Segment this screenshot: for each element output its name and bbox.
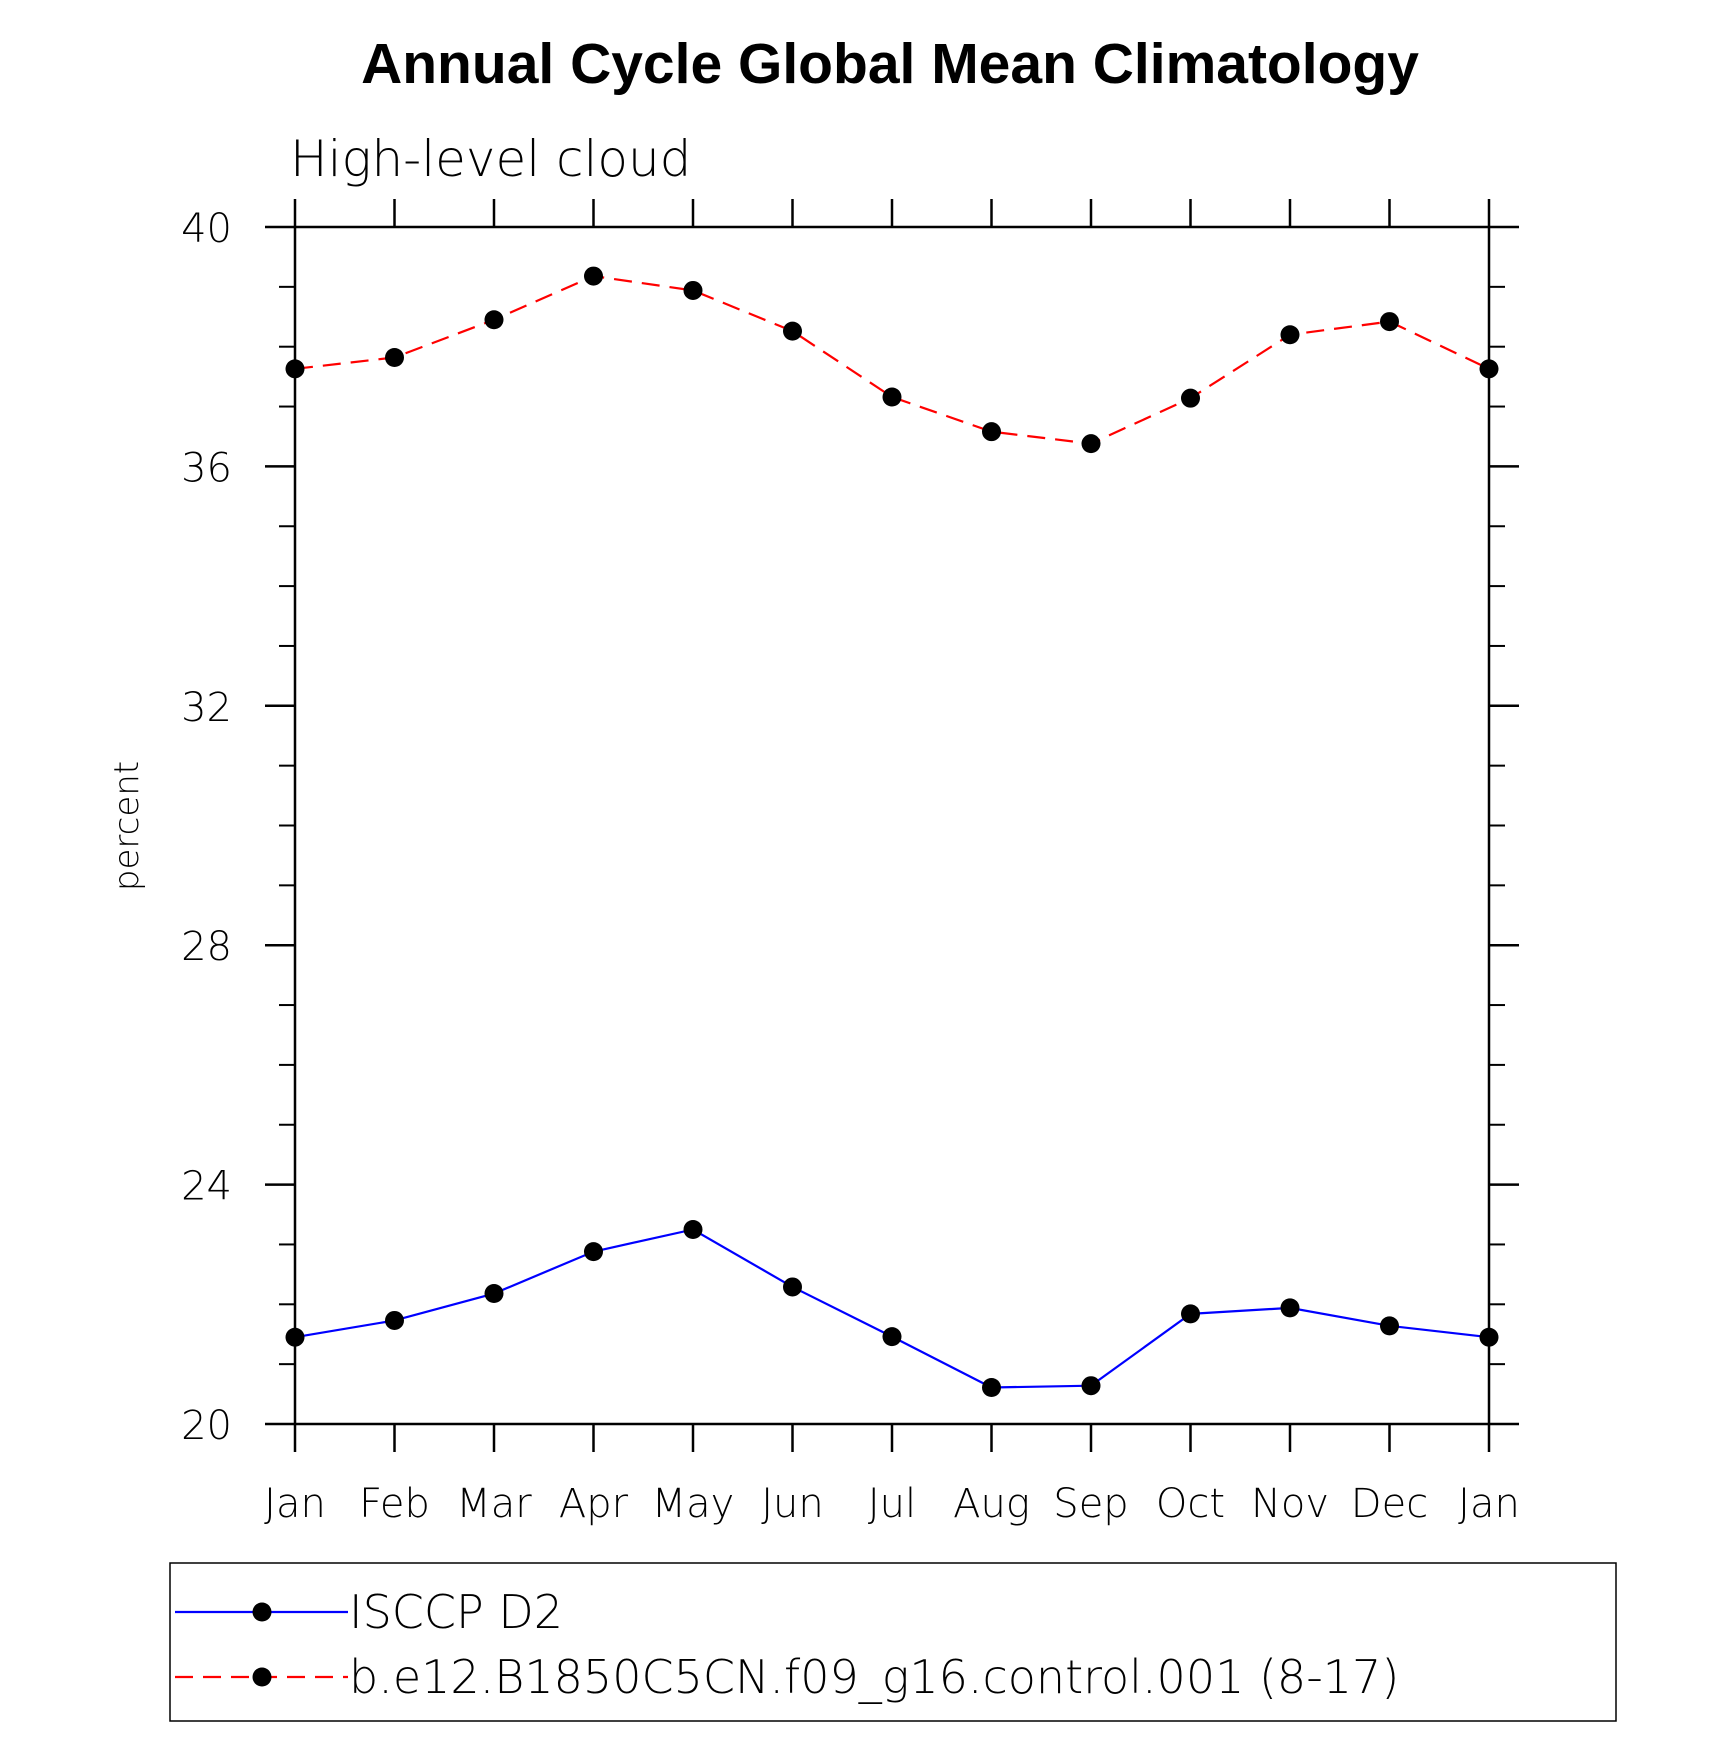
series-line-2 — [294, 274, 1490, 445]
y-tick-label: 40 — [181, 206, 232, 252]
series-line-1 — [294, 1228, 1490, 1389]
chart-title: Annual Cycle Global Mean Climatology — [361, 32, 1419, 96]
data-point — [1181, 388, 1200, 408]
data-point — [385, 347, 404, 367]
x-tick-label: Nov — [1251, 1481, 1329, 1527]
data-point — [982, 1377, 1001, 1397]
x-tick-label: Oct — [1156, 1481, 1225, 1527]
data-point — [1380, 1316, 1399, 1336]
chart-subtitle: High-level cloud — [290, 130, 691, 188]
data-point — [882, 1327, 902, 1347]
y-tick-label: 36 — [181, 445, 232, 491]
x-tick-label: Jul — [868, 1481, 916, 1527]
legend-box — [169, 1562, 1617, 1722]
data-point — [1479, 1327, 1499, 1347]
x-tick-label: Feb — [359, 1481, 430, 1527]
data-point — [1081, 1376, 1101, 1396]
data-point — [1380, 312, 1399, 332]
y-tick-label: 24 — [181, 1164, 232, 1210]
x-tick-label: Apr — [559, 1481, 629, 1527]
x-tick-label: Mar — [456, 1481, 532, 1527]
data-point — [783, 321, 802, 341]
data-point — [1479, 359, 1499, 379]
data-point — [285, 359, 305, 379]
data-point — [982, 422, 1001, 442]
data-point — [683, 1219, 703, 1239]
legend-label-1: ISCCP D2 — [349, 1585, 563, 1639]
data-point — [1081, 434, 1101, 454]
y-tick-label: 20 — [181, 1403, 232, 1449]
data-point — [584, 266, 603, 286]
plot-frame — [293, 225, 1491, 1426]
data-point — [1280, 325, 1300, 345]
series-layer — [285, 266, 1499, 1397]
legend-label-2: b.e12.B1850C5CN.f09_g16.control.001 (8-1… — [349, 1650, 1399, 1704]
data-point — [783, 1277, 802, 1297]
x-tick-label: Dec — [1351, 1481, 1428, 1527]
axis-ticks — [265, 199, 1519, 1452]
data-point — [584, 1242, 603, 1262]
x-tick-label: May — [652, 1481, 735, 1527]
data-point — [484, 1284, 504, 1304]
legend-marker-2 — [252, 1667, 272, 1687]
x-tick-label: Jun — [761, 1481, 824, 1527]
x-tick-label: Jan — [1458, 1481, 1520, 1527]
y-tick-label: 28 — [181, 924, 232, 970]
legend-marker-1 — [252, 1602, 272, 1622]
data-point — [882, 387, 902, 407]
y-axis-title: percent — [107, 761, 147, 891]
data-point — [285, 1327, 305, 1347]
tick-labels: Jan Feb Mar Apr May Jun Jul Aug Sep Oct Nov Dec Jan 2… — [181, 206, 1520, 1527]
x-tick-label: Jan — [264, 1481, 326, 1527]
data-point — [683, 280, 703, 300]
data-point — [385, 1310, 404, 1330]
y-tick-label: 32 — [181, 685, 232, 731]
data-point — [1181, 1304, 1200, 1324]
x-tick-label: Aug — [953, 1481, 1030, 1527]
x-tick-label: Sep — [1053, 1481, 1128, 1527]
legend: ISCCP D2 b.e12.B1850C5CN.f09_g16.control.… — [169, 1562, 1617, 1722]
data-point — [484, 310, 504, 330]
data-point — [1280, 1298, 1300, 1318]
